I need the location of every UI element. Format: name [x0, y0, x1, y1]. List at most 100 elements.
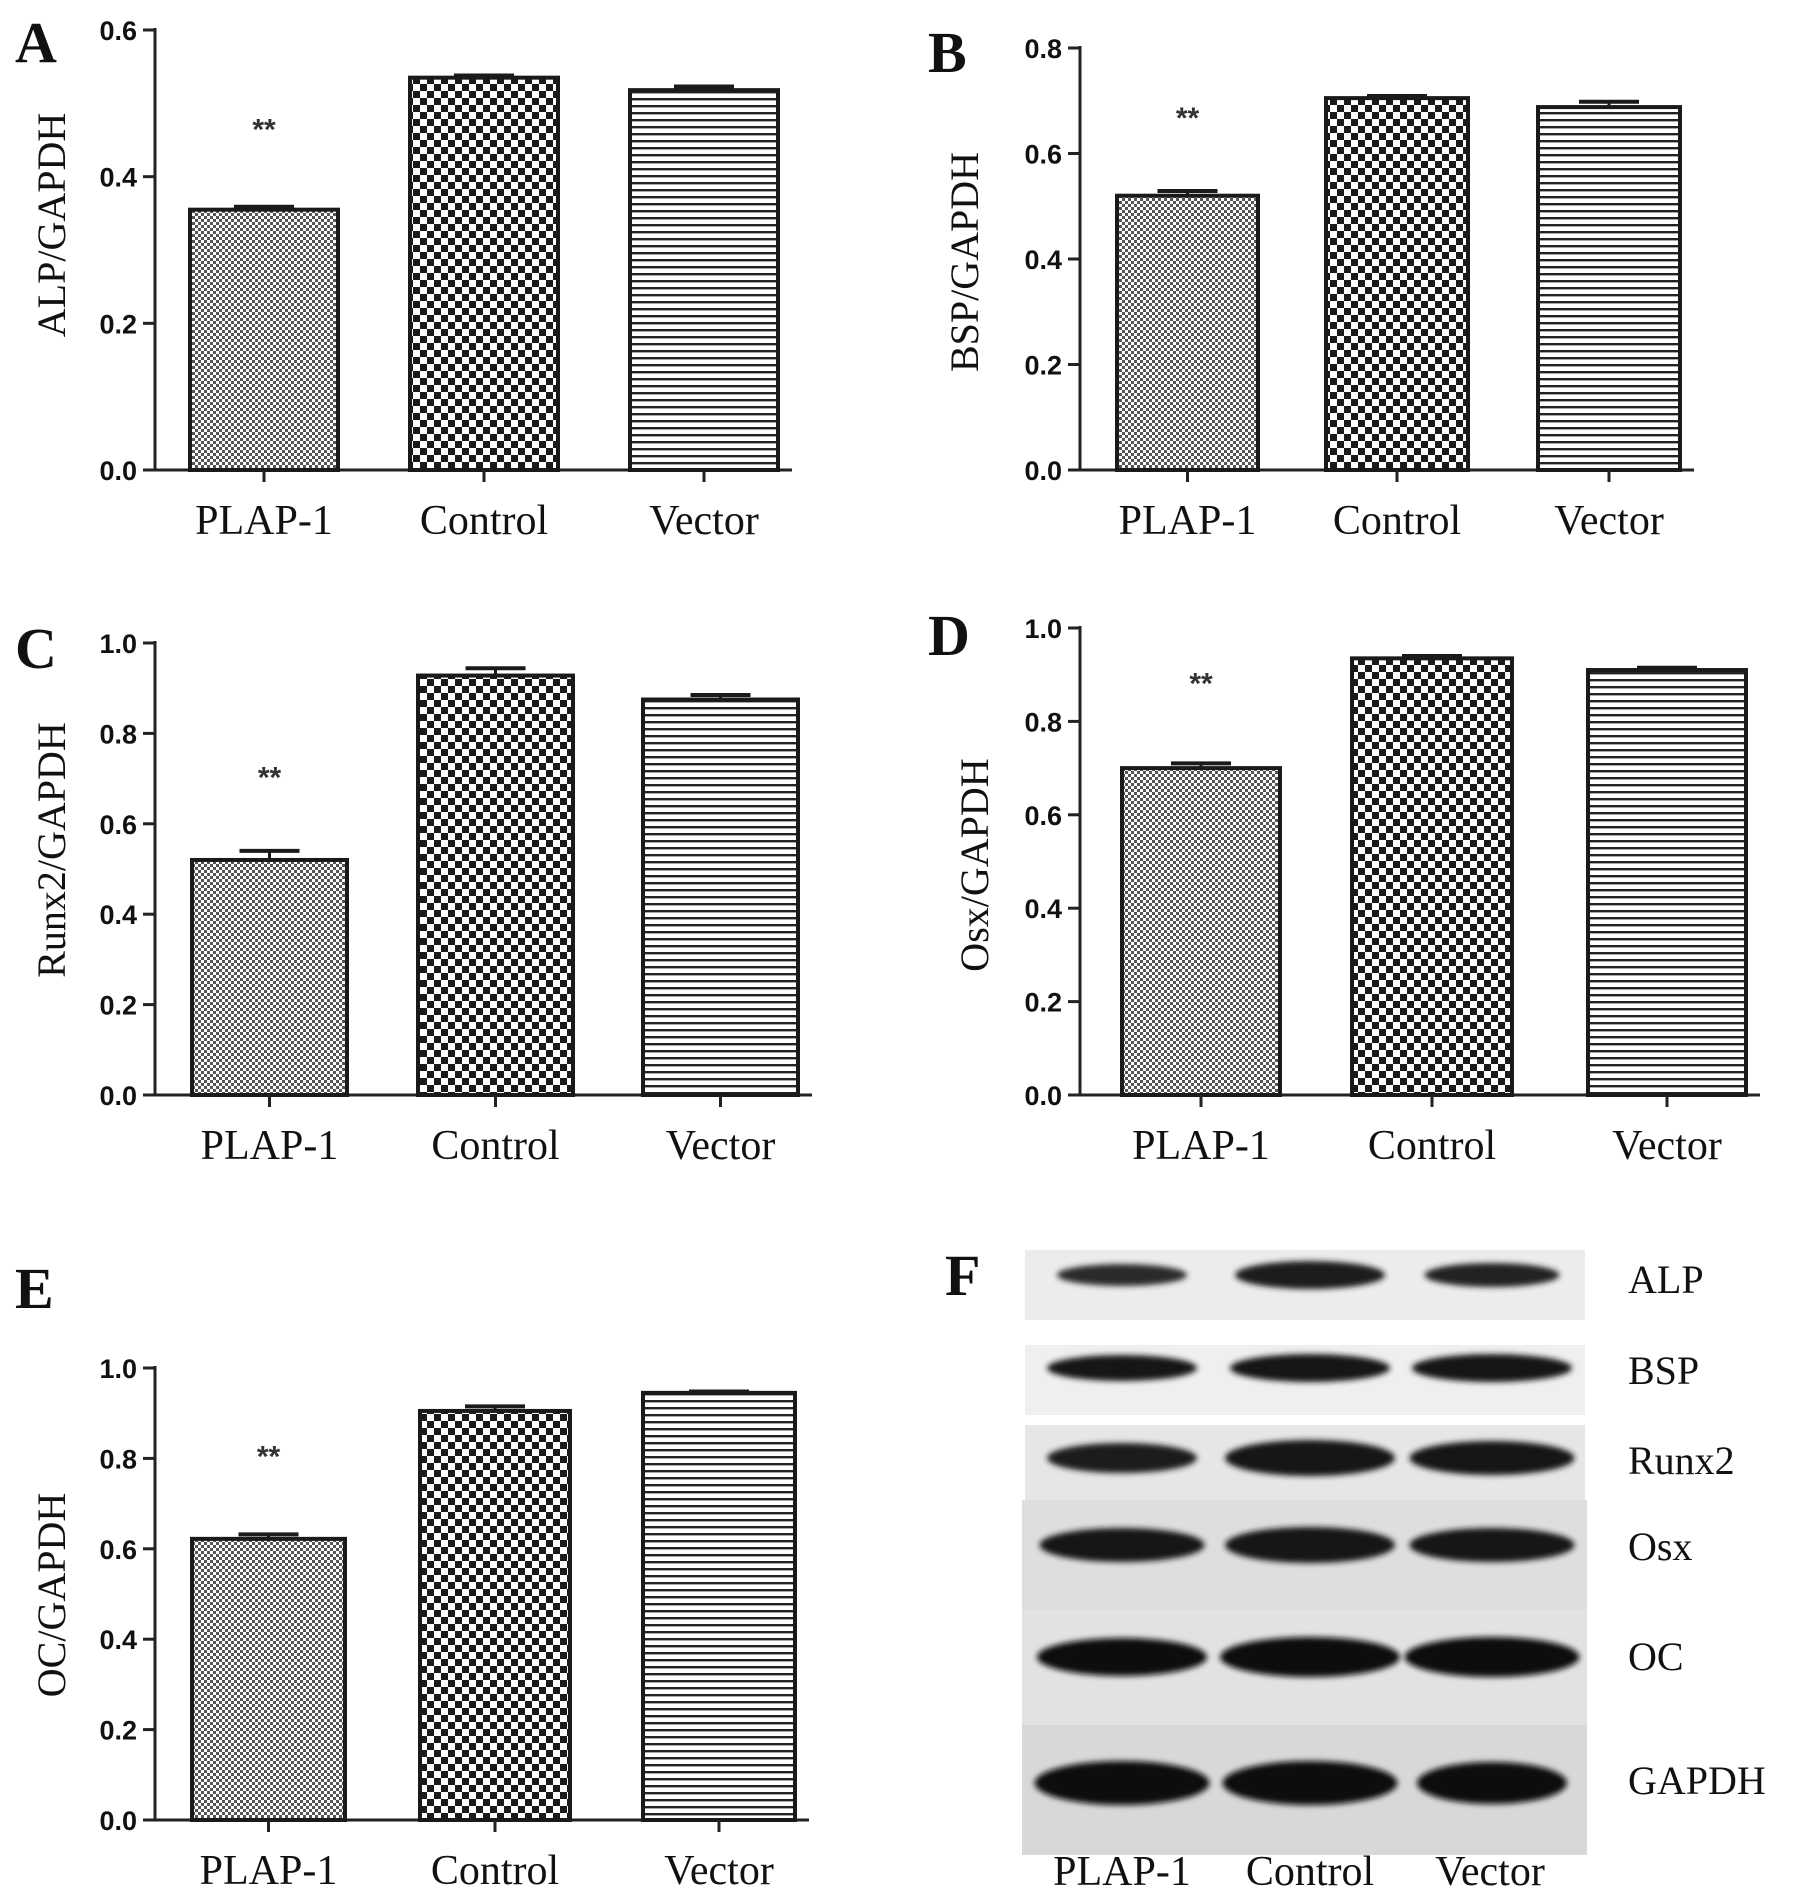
panel-letter-a: A	[15, 10, 57, 75]
blot-band-gapdh-lane-1	[1034, 1761, 1210, 1805]
panel-letter-f: F	[945, 1243, 980, 1308]
blot-protein-labels: ALP BSP Runx2 Osx OC GAPDH	[1628, 1257, 1766, 1803]
bar-b-plap-1	[1115, 193, 1260, 472]
x-tick-label-e: PLAP-1	[200, 1848, 338, 1894]
y-tick-label-d: 0.4	[1024, 894, 1062, 924]
x-tick-label-a: PLAP-1	[195, 498, 333, 544]
y-tick-label-e: 0.8	[99, 1444, 137, 1474]
blot-lane-control: Control	[1246, 1849, 1374, 1895]
y-tick-label-c: 0.6	[99, 810, 137, 840]
y-tick-label-c: 0.8	[99, 719, 137, 749]
y-tick-label-a: 0.0	[99, 456, 137, 486]
x-tick-label-a: Control	[420, 498, 548, 544]
x-tick-label-d: Control	[1368, 1123, 1496, 1169]
blot-band-oc-lane-2	[1220, 1637, 1400, 1677]
bar-e-control	[418, 1408, 572, 1822]
y-tick-label-c: 1.0	[99, 629, 137, 659]
bar-b-vector	[1536, 105, 1682, 473]
y-tick-label-d: 0.2	[1024, 988, 1062, 1018]
x-tick-label-c: Control	[431, 1123, 559, 1169]
y-tick-label-c: 0.2	[99, 991, 137, 1021]
y-tick-label-b: 0.4	[1024, 245, 1062, 275]
y-tick-label-c: 0.4	[99, 900, 137, 930]
bar-d-control	[1350, 656, 1514, 1097]
blot-label-bsp: BSP	[1628, 1348, 1699, 1393]
panel-letter-e: E	[15, 1256, 54, 1321]
bar-d-vector	[1586, 668, 1748, 1098]
bar-c-control	[416, 673, 575, 1097]
y-tick-label-d: 0.8	[1024, 707, 1062, 737]
bar-e-vector	[641, 1390, 797, 1822]
y-tick-label-e: 0.4	[99, 1625, 137, 1655]
blot-band-osx-lane-1	[1039, 1528, 1205, 1562]
significance-marker-b: **	[1176, 102, 1200, 135]
y-tick-label-d: 1.0	[1024, 614, 1062, 644]
panel-letter-c: C	[15, 616, 57, 681]
y-tick-label-a: 0.6	[99, 16, 137, 46]
significance-marker-d: **	[1189, 667, 1213, 700]
panel-c-chart: C Runx2/GAPDH 0.0 0.2 0.4 0.6 0.8 1.0 PLAP-1 ** Co…	[15, 616, 812, 1169]
bar-a-plap-1	[188, 207, 340, 473]
panel-d-chart: D Osx/GAPDH 0.0 0.2 0.4 0.6 0.8 1.0 PLAP-1 ** Cont…	[928, 603, 1760, 1169]
blot-band-bsp-lane-3	[1412, 1354, 1572, 1382]
y-tick-label-e: 0.2	[99, 1716, 137, 1746]
x-tick-label-d: Vector	[1612, 1123, 1722, 1169]
y-tick-label-c: 0.0	[99, 1081, 137, 1111]
blot-label-gapdh: GAPDH	[1628, 1758, 1766, 1803]
blot-band-gapdh-lane-3	[1417, 1762, 1567, 1804]
y-tick-label-e: 0.6	[99, 1535, 137, 1565]
significance-marker-e: **	[257, 1441, 281, 1474]
y-tick-label-b: 0.8	[1024, 34, 1062, 64]
blot-band-alp-lane-1	[1057, 1264, 1187, 1286]
blot-band-runx2-lane-3	[1409, 1441, 1575, 1475]
significance-marker-a: **	[252, 113, 276, 146]
blot-band-bsp-lane-1	[1047, 1355, 1197, 1381]
y-axis-label-c: Runx2/GAPDH	[29, 722, 74, 978]
blot-band-runx2-lane-2	[1225, 1440, 1395, 1476]
y-tick-label-a: 0.4	[99, 163, 137, 193]
blot-label-osx: Osx	[1628, 1524, 1692, 1569]
y-axis-label-e: OC/GAPDH	[29, 1493, 74, 1697]
blot-band-osx-lane-2	[1225, 1527, 1395, 1563]
y-tick-label-e: 1.0	[99, 1354, 137, 1384]
blot-band-oc-lane-3	[1404, 1637, 1580, 1677]
bar-c-plap-1	[190, 857, 349, 1098]
y-tick-label-a: 0.2	[99, 309, 137, 339]
blot-label-oc: OC	[1628, 1634, 1684, 1679]
y-tick-label-b: 0.2	[1024, 351, 1062, 381]
blot-band-gapdh-lane-2	[1222, 1761, 1398, 1805]
x-tick-label-e: Control	[431, 1848, 559, 1894]
panel-b-chart: B BSP/GAPDH 0.0 0.2 0.4 0.6 0.8 PLAP-1 ** Control…	[928, 20, 1694, 544]
panel-letter-b: B	[928, 20, 967, 85]
blot-band-alp-lane-2	[1235, 1261, 1385, 1289]
y-axis-label-b: BSP/GAPDH	[942, 152, 987, 372]
x-tick-label-c: PLAP-1	[201, 1123, 339, 1169]
blot-band-alp-lane-3	[1424, 1263, 1560, 1287]
blot-label-alp: ALP	[1628, 1257, 1704, 1302]
x-tick-label-a: Vector	[649, 498, 759, 544]
y-axis-label-d: Osx/GAPDH	[952, 758, 997, 971]
y-tick-label-d: 0.6	[1024, 801, 1062, 831]
x-tick-label-e: Vector	[664, 1848, 774, 1894]
x-tick-label-b: Control	[1333, 498, 1461, 544]
blot-bands	[1022, 1250, 1587, 1855]
y-axis-label-a: ALP/GAPDH	[29, 113, 74, 337]
panel-letter-d: D	[928, 603, 970, 668]
y-tick-label-e: 0.0	[99, 1806, 137, 1836]
bar-b-control	[1324, 96, 1470, 473]
y-tick-label-b: 0.6	[1024, 140, 1062, 170]
panel-f-western-blot: F ALP BSP Runx2 Osx OC GAPDH PLAP-1 Cont…	[945, 1243, 1766, 1895]
blot-lane-labels: PLAP-1 Control Vector	[1053, 1849, 1545, 1895]
significance-marker-c: **	[258, 762, 282, 795]
x-tick-label-c: Vector	[666, 1123, 776, 1169]
panel-a-chart: A ALP/GAPDH 0.0 0.2 0.4 0.6 PLAP-1 ** Control Vec…	[15, 10, 792, 544]
bar-c-vector	[641, 697, 800, 1097]
blot-lane-plap1: PLAP-1	[1053, 1849, 1191, 1895]
blot-lane-vector: Vector	[1435, 1849, 1545, 1895]
x-tick-label-d: PLAP-1	[1132, 1123, 1270, 1169]
blot-band-oc-lane-1	[1037, 1638, 1207, 1676]
blot-band-bsp-lane-2	[1230, 1354, 1390, 1382]
bar-d-plap-1	[1120, 766, 1282, 1097]
y-tick-label-d: 0.0	[1024, 1081, 1062, 1111]
